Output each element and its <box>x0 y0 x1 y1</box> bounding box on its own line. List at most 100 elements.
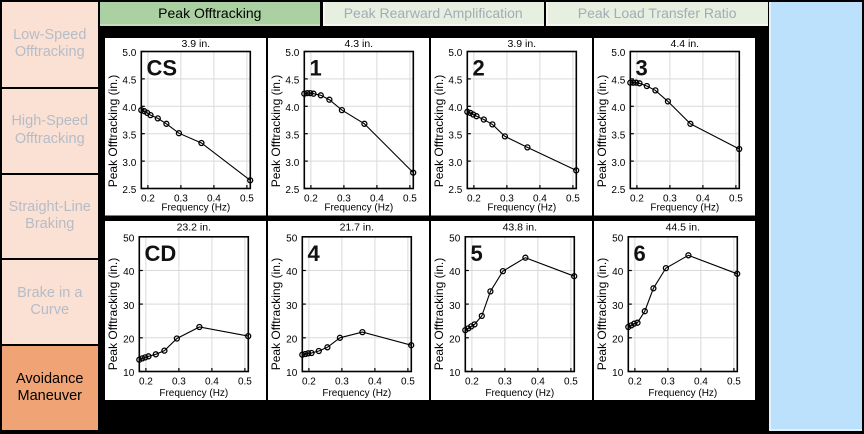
svg-text:CS: CS <box>147 56 178 81</box>
svg-text:3.5: 3.5 <box>448 130 462 141</box>
svg-text:0.4: 0.4 <box>205 376 219 387</box>
svg-text:0.2: 0.2 <box>141 193 155 204</box>
svg-text:Frequency (Hz): Frequency (Hz) <box>485 387 554 398</box>
svg-text:4.4 in.: 4.4 in. <box>670 38 699 50</box>
svg-text:40: 40 <box>123 267 135 278</box>
svg-text:30: 30 <box>612 300 624 311</box>
svg-text:50: 50 <box>286 233 298 244</box>
svg-text:Peak Offtracking (in.): Peak Offtracking (in.) <box>432 75 446 188</box>
svg-text:0.4: 0.4 <box>696 193 710 204</box>
svg-text:4.0: 4.0 <box>448 103 462 114</box>
svg-text:0.3: 0.3 <box>663 193 677 204</box>
svg-text:10: 10 <box>286 368 298 379</box>
svg-text:4.3 in.: 4.3 in. <box>344 38 373 50</box>
svg-text:0.4: 0.4 <box>370 193 384 204</box>
svg-text:3: 3 <box>636 56 648 81</box>
svg-text:0.3: 0.3 <box>174 193 188 204</box>
svg-text:Peak Offtracking (in.): Peak Offtracking (in.) <box>106 257 120 370</box>
svg-text:30: 30 <box>123 300 135 311</box>
svg-text:0.2: 0.2 <box>139 376 153 387</box>
svg-text:6: 6 <box>634 240 646 265</box>
svg-text:4.0: 4.0 <box>285 103 299 114</box>
svg-text:4.0: 4.0 <box>122 103 136 114</box>
svg-text:3.0: 3.0 <box>122 158 136 169</box>
svg-text:0.2: 0.2 <box>467 193 481 204</box>
svg-text:5.0: 5.0 <box>285 48 299 59</box>
svg-text:3.5: 3.5 <box>285 130 299 141</box>
svg-text:2.5: 2.5 <box>285 185 299 196</box>
svg-text:0.4: 0.4 <box>531 376 545 387</box>
svg-text:0.4: 0.4 <box>533 193 547 204</box>
svg-text:5: 5 <box>471 240 483 265</box>
svg-text:0.3: 0.3 <box>337 193 351 204</box>
svg-text:Frequency (Hz): Frequency (Hz) <box>159 387 228 398</box>
svg-text:Peak Offtracking (in.): Peak Offtracking (in.) <box>269 257 283 370</box>
svg-text:2.5: 2.5 <box>448 185 462 196</box>
svg-text:10: 10 <box>123 368 135 379</box>
svg-text:0.5: 0.5 <box>240 193 254 204</box>
svg-text:Frequency (Hz): Frequency (Hz) <box>324 203 393 214</box>
svg-text:3.0: 3.0 <box>611 158 625 169</box>
svg-text:Peak Offtracking (in.): Peak Offtracking (in.) <box>269 75 283 188</box>
svg-text:Frequency (Hz): Frequency (Hz) <box>650 203 719 214</box>
svg-text:43.8 in.: 43.8 in. <box>503 221 537 233</box>
svg-text:Peak Offtracking (in.): Peak Offtracking (in.) <box>432 257 446 370</box>
svg-text:40: 40 <box>286 267 298 278</box>
svg-text:Peak Offtracking (in.): Peak Offtracking (in.) <box>595 75 609 188</box>
svg-text:Frequency (Hz): Frequency (Hz) <box>648 387 717 398</box>
svg-text:0.2: 0.2 <box>630 193 644 204</box>
svg-text:5.0: 5.0 <box>611 48 625 59</box>
svg-text:0.3: 0.3 <box>500 193 514 204</box>
svg-text:3.5: 3.5 <box>611 130 625 141</box>
svg-text:44.5 in.: 44.5 in. <box>666 221 700 233</box>
svg-text:4.5: 4.5 <box>122 76 136 87</box>
svg-text:0.5: 0.5 <box>401 376 415 387</box>
svg-text:20: 20 <box>286 334 298 345</box>
svg-text:0.5: 0.5 <box>727 376 741 387</box>
svg-text:0.3: 0.3 <box>172 376 186 387</box>
svg-text:40: 40 <box>612 267 624 278</box>
svg-text:40: 40 <box>449 267 461 278</box>
svg-text:4: 4 <box>308 240 321 265</box>
svg-text:0.3: 0.3 <box>498 376 512 387</box>
svg-text:0.4: 0.4 <box>207 193 221 204</box>
svg-text:Peak Offtracking (in.): Peak Offtracking (in.) <box>595 257 609 370</box>
svg-text:Peak Offtracking (in.): Peak Offtracking (in.) <box>106 75 120 188</box>
svg-text:2.5: 2.5 <box>122 185 136 196</box>
svg-text:50: 50 <box>449 233 461 244</box>
svg-text:5.0: 5.0 <box>122 48 136 59</box>
svg-text:Frequency (Hz): Frequency (Hz) <box>487 203 556 214</box>
svg-text:0.5: 0.5 <box>403 193 417 204</box>
svg-text:0.3: 0.3 <box>335 376 349 387</box>
svg-text:50: 50 <box>123 233 135 244</box>
svg-text:0.5: 0.5 <box>729 193 743 204</box>
svg-text:20: 20 <box>449 334 461 345</box>
svg-text:3.0: 3.0 <box>448 158 462 169</box>
svg-text:3.0: 3.0 <box>285 158 299 169</box>
svg-text:20: 20 <box>123 334 135 345</box>
svg-text:20: 20 <box>612 334 624 345</box>
svg-text:0.4: 0.4 <box>368 376 382 387</box>
svg-text:5.0: 5.0 <box>448 48 462 59</box>
svg-text:0.2: 0.2 <box>465 376 479 387</box>
svg-text:4.5: 4.5 <box>448 76 462 87</box>
svg-text:50: 50 <box>612 233 624 244</box>
svg-text:0.5: 0.5 <box>566 193 580 204</box>
svg-text:0.2: 0.2 <box>628 376 642 387</box>
svg-text:CD: CD <box>145 240 177 265</box>
svg-text:30: 30 <box>286 300 298 311</box>
svg-text:4.5: 4.5 <box>611 76 625 87</box>
svg-text:0.5: 0.5 <box>238 376 252 387</box>
svg-text:Frequency (Hz): Frequency (Hz) <box>322 387 391 398</box>
svg-text:Frequency (Hz): Frequency (Hz) <box>161 203 230 214</box>
svg-text:0.2: 0.2 <box>304 193 318 204</box>
svg-text:0.4: 0.4 <box>694 376 708 387</box>
svg-text:1: 1 <box>310 56 322 81</box>
svg-text:2: 2 <box>473 56 485 81</box>
svg-text:4.5: 4.5 <box>285 76 299 87</box>
svg-text:10: 10 <box>449 368 461 379</box>
svg-text:23.2 in.: 23.2 in. <box>177 221 211 233</box>
svg-text:21.7 in.: 21.7 in. <box>340 221 374 233</box>
svg-text:30: 30 <box>449 300 461 311</box>
svg-text:10: 10 <box>612 368 624 379</box>
